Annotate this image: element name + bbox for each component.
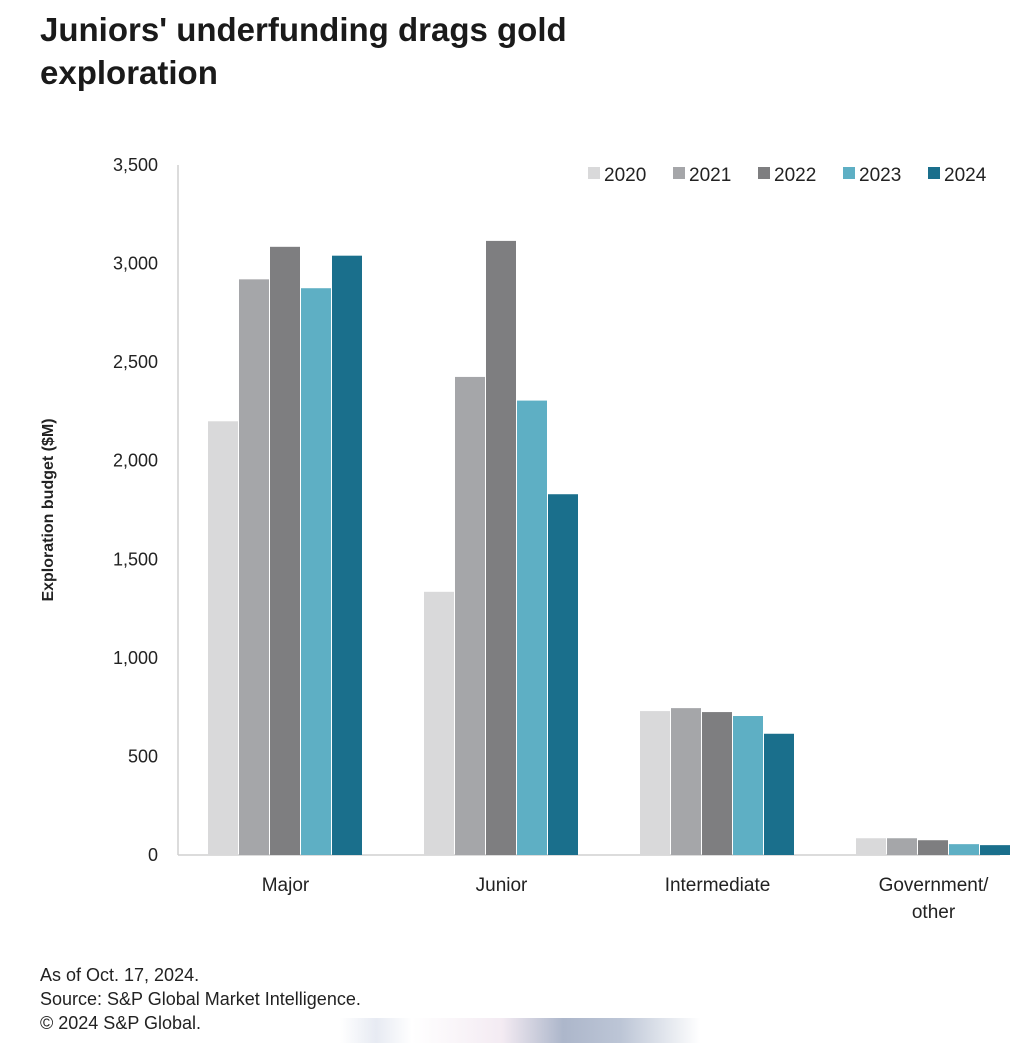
bar-2024-junior xyxy=(548,494,578,855)
x-tick-label: Intermediate xyxy=(665,875,771,896)
bar-2021-major xyxy=(239,279,269,855)
y-tick-label: 0 xyxy=(148,845,158,865)
bar-2021-junior xyxy=(455,376,485,855)
x-tick-label: other xyxy=(912,902,956,923)
legend-swatch-2024 xyxy=(928,167,940,179)
bar-2022-intermediate xyxy=(702,712,732,855)
bar-2023-intermediate xyxy=(733,716,763,855)
bar-2021-government-other xyxy=(887,838,917,855)
bar-2020-major xyxy=(208,421,238,855)
y-tick-label: 2,000 xyxy=(113,451,158,471)
legend-swatch-2022 xyxy=(758,167,770,179)
bar-2020-government-other xyxy=(856,838,886,855)
bar-chart: 0 500 1,000 1,500 2,000 2,500 3,000 3,500 Explor… xyxy=(40,155,1010,923)
bar-2022-government-other xyxy=(918,840,948,855)
y-tick-label: 1,500 xyxy=(113,549,158,569)
x-tick-label: Major xyxy=(262,875,310,896)
legend-swatch-2021 xyxy=(673,167,685,179)
bar-2020-junior xyxy=(424,591,454,855)
as-of-note: As of Oct. 17, 2024. xyxy=(40,965,200,985)
legend-label-2020: 2020 xyxy=(604,165,646,186)
legend-swatch-2020 xyxy=(588,167,600,179)
x-tick-label: Government/ xyxy=(879,875,990,896)
chart-footnote: As of Oct. 17, 2024. Source: S&P Global … xyxy=(40,963,361,1035)
bar-2022-major xyxy=(270,246,300,856)
legend-label-2022: 2022 xyxy=(774,165,816,186)
y-tick-label: 3,000 xyxy=(113,254,158,274)
y-tick-label: 1,000 xyxy=(113,648,158,668)
y-axis-label: Exploration budget ($M) xyxy=(40,418,57,601)
y-tick-label: 500 xyxy=(128,746,158,766)
legend-label-2021: 2021 xyxy=(689,165,731,186)
bar-2024-intermediate xyxy=(764,733,794,855)
bar-2023-government-other xyxy=(949,844,979,855)
copyright-note: © 2024 S&P Global. xyxy=(40,1013,202,1033)
bar-2024-government-other xyxy=(980,845,1010,855)
bar-2023-junior xyxy=(517,400,547,855)
bar-2021-intermediate xyxy=(671,708,701,855)
decorative-thumbnail-strip xyxy=(340,1018,700,1043)
chart-title: Juniors' underfunding drags gold explora… xyxy=(40,11,567,91)
legend-label-2024: 2024 xyxy=(944,165,987,186)
source-note: Source: S&P Global Market Intelligence. xyxy=(40,989,361,1009)
bar-2020-intermediate xyxy=(640,711,670,855)
bar-2023-major xyxy=(301,288,331,855)
bar-2024-major xyxy=(332,255,362,855)
bar-2022-junior xyxy=(486,240,516,855)
legend-swatch-2023 xyxy=(843,167,855,179)
legend-label-2023: 2023 xyxy=(859,165,901,186)
y-tick-label: 2,500 xyxy=(113,352,158,372)
y-tick-label: 3,500 xyxy=(113,155,158,175)
x-tick-label: Junior xyxy=(476,875,528,896)
